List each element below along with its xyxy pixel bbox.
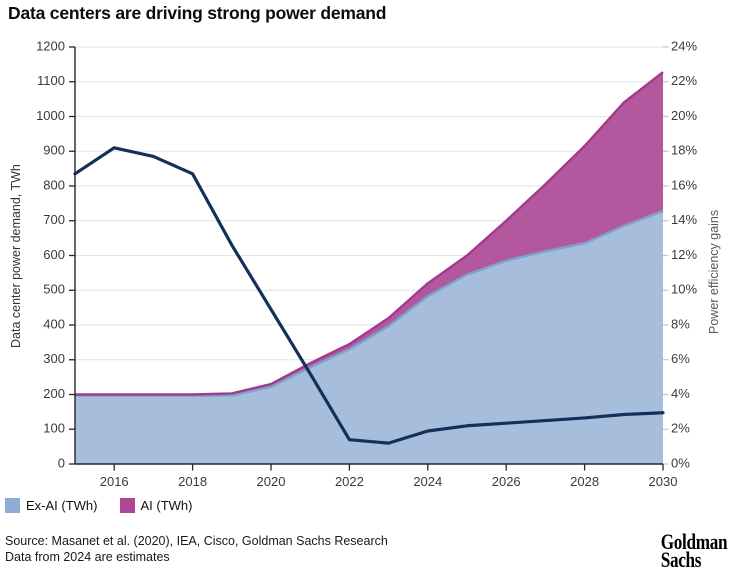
y-right-tick-label: 2% xyxy=(671,421,690,436)
chart-svg: 0 100 200 300 400 500 600 700 800 900 1000 1100 1200… xyxy=(36,38,697,489)
y-left-tick-label: 400 xyxy=(43,316,65,331)
x-tick-label: 2022 xyxy=(335,474,364,489)
y-right-tick-label: 12% xyxy=(671,247,697,262)
y-left-tick-label: 800 xyxy=(43,177,65,192)
y-axis-right-title: Power efficiency gains xyxy=(707,209,721,335)
x-tick-label: 2018 xyxy=(178,474,207,489)
x-tick-label: 2020 xyxy=(257,474,286,489)
line-ai-edge xyxy=(75,71,664,396)
x-tick-label: 2026 xyxy=(492,474,521,489)
y-left-tick-label: 900 xyxy=(43,143,65,158)
x-tick-label: 2028 xyxy=(570,474,599,489)
y-right-tick-label: 8% xyxy=(671,316,690,331)
y-right-tick-label: 14% xyxy=(671,212,697,227)
page-title: Data centers are driving strong power de… xyxy=(8,3,387,23)
chart-legend: Ex-AI (TWh) AI (TWh) xyxy=(5,498,193,513)
legend-label-ai: AI (TWh) xyxy=(140,498,193,513)
legend-label-exai: Ex-AI (TWh) xyxy=(26,498,98,513)
y-right-tick-label: 18% xyxy=(671,143,697,158)
source-line-2: Data from 2024 are estimates xyxy=(5,549,170,564)
area-ai xyxy=(75,72,663,396)
legend-item-exai: Ex-AI (TWh) xyxy=(5,498,98,513)
y-left-tick-label: 300 xyxy=(43,351,65,366)
y-right-tick-label: 0% xyxy=(671,455,690,470)
logo-line-1: Goldman xyxy=(660,529,728,554)
y-right-tick-label: 4% xyxy=(671,386,690,401)
legend-swatch-exai-icon xyxy=(5,498,20,513)
y-right-tick-label: 10% xyxy=(671,282,697,297)
source-note: Source: Masanet et al. (2020), IEA, Cisc… xyxy=(5,534,388,565)
y-left-tick-label: 1200 xyxy=(36,38,65,53)
y-right-tick-label: 16% xyxy=(671,177,697,192)
y-right-tick-label: 24% xyxy=(671,38,697,53)
line-power-efficiency xyxy=(73,146,665,445)
x-tick-label: 2030 xyxy=(649,474,678,489)
y-left-tick-label: 200 xyxy=(43,386,65,401)
x-tick-label: 2016 xyxy=(100,474,129,489)
legend-item-ai: AI (TWh) xyxy=(119,498,193,513)
y-left-tick-label: 1100 xyxy=(37,73,65,88)
legend-swatch-ai-icon xyxy=(119,498,135,513)
source-line-1: Source: Masanet et al. (2020), IEA, Cisc… xyxy=(5,534,388,548)
y-right-tick-label: 22% xyxy=(671,73,697,88)
goldman-sachs-logo: Goldman Sachs xyxy=(660,529,728,573)
area-ex-ai xyxy=(75,211,663,464)
y-left-tick-label: 0 xyxy=(58,455,65,470)
y-left-tick-label: 700 xyxy=(43,212,65,227)
x-tick-label: 2024 xyxy=(413,474,442,489)
y-left-tick-label: 100 xyxy=(43,421,65,436)
y-left-tick-label: 600 xyxy=(43,247,65,262)
y-left-tick-label: 1000 xyxy=(36,108,65,123)
y-right-tick-label: 6% xyxy=(671,351,690,366)
logo-line-2: Sachs xyxy=(660,547,702,573)
y-right-tick-label: 20% xyxy=(671,108,697,123)
y-left-tick-label: 500 xyxy=(43,282,65,297)
